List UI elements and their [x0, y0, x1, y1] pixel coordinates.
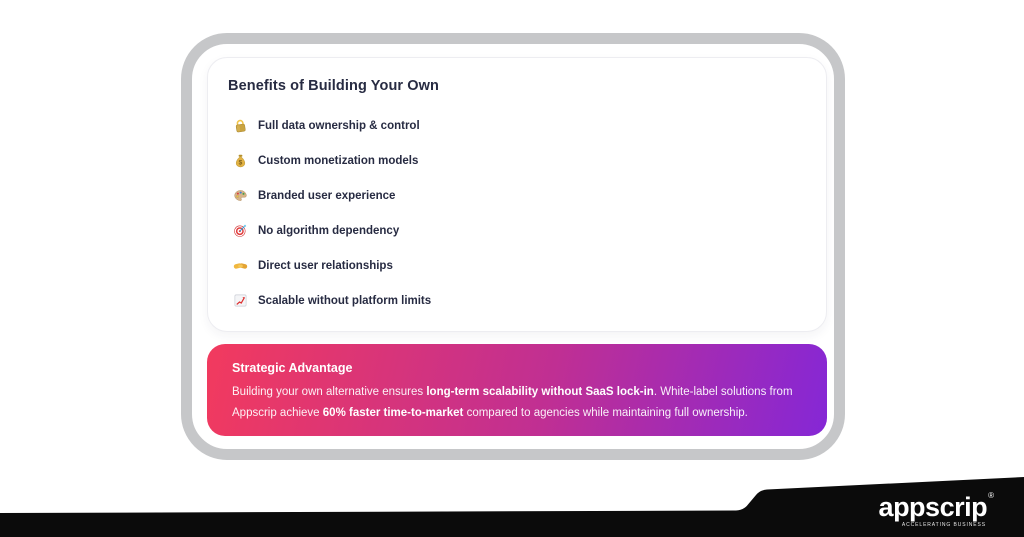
appscrip-logo: appscrip® ACCELERATING BUSINESS — [879, 492, 994, 528]
benefit-label: Custom monetization models — [258, 154, 419, 167]
handshake-icon — [232, 258, 248, 274]
money-bag-icon: $ — [232, 153, 248, 169]
banner-body-bold-segment: 60% faster time-to-market — [322, 407, 464, 419]
benefit-label: Scalable without platform limits — [258, 294, 432, 307]
outer-frame: Benefits of Building Your Own Full data … — [181, 33, 845, 460]
lock-icon — [232, 118, 248, 134]
benefit-item: $ Custom monetization models — [228, 143, 806, 178]
logo-brand-text: appscrip — [878, 492, 988, 522]
banner-body-segment: . White-label solutions from Appscrip ac… — [232, 386, 793, 419]
benefit-item: No algorithm dependency — [228, 213, 806, 248]
banner-body-segment: Building your own alternative ensures — [232, 386, 427, 398]
banner-body: Building your own alternative ensures lo… — [232, 382, 799, 424]
benefit-item: Branded user experience — [228, 178, 806, 213]
benefits-list: Full data ownership & control $ Custom mon… — [228, 108, 806, 318]
benefit-label: Branded user experience — [258, 189, 396, 202]
logo-row: appscrip® — [879, 492, 994, 521]
registered-trademark-icon: ® — [988, 491, 994, 500]
benefit-item: Direct user relationships — [228, 248, 806, 283]
benefits-card: Benefits of Building Your Own Full data … — [207, 57, 827, 332]
target-icon — [232, 223, 248, 239]
benefit-item: Full data ownership & control — [228, 108, 806, 143]
banner-body-segment: compared to agencies while maintaining f… — [463, 407, 748, 419]
chart-up-icon — [232, 293, 248, 309]
banner-body-bold-segment: long-term scalability without SaaS lock-… — [426, 386, 654, 398]
strategic-advantage-banner: Strategic Advantage Building your own al… — [207, 344, 827, 436]
banner-title: Strategic Advantage — [232, 361, 353, 375]
logo-tagline: ACCELERATING BUSINESS — [901, 522, 986, 528]
benefit-label: No algorithm dependency — [258, 224, 400, 237]
benefit-item: Scalable without platform limits — [228, 283, 806, 318]
palette-icon — [232, 188, 248, 204]
footer-ribbon-path — [0, 477, 1024, 537]
svg-text:$: $ — [238, 160, 242, 167]
benefit-label: Full data ownership & control — [258, 119, 420, 132]
footer-ribbon — [0, 477, 1024, 537]
card-title: Benefits of Building Your Own — [228, 78, 439, 94]
benefit-label: Direct user relationships — [258, 259, 393, 272]
